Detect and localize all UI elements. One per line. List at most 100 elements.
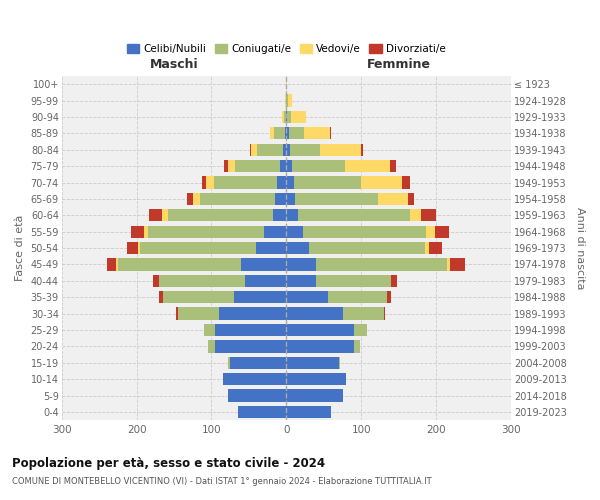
Bar [162, 209, 168, 222]
Bar [140, 242, 256, 254]
Bar [178, 308, 219, 320]
Bar [176, 308, 178, 320]
Bar [228, 356, 230, 369]
Bar [215, 340, 286, 352]
Bar [270, 127, 274, 140]
Bar [163, 291, 234, 304]
Bar [250, 144, 251, 156]
Bar [316, 258, 448, 270]
Bar [159, 274, 245, 287]
Bar [388, 291, 391, 304]
Bar [148, 226, 264, 238]
Bar [286, 160, 292, 172]
Bar [427, 226, 436, 238]
Bar [214, 176, 277, 188]
Bar [286, 308, 343, 320]
Bar [283, 144, 286, 156]
Bar [144, 226, 148, 238]
Bar [286, 356, 339, 369]
Bar [384, 308, 385, 320]
Bar [116, 258, 118, 270]
Bar [320, 144, 361, 156]
Bar [193, 193, 200, 205]
Bar [286, 373, 346, 386]
Bar [291, 111, 306, 123]
Bar [138, 242, 140, 254]
Bar [107, 258, 116, 270]
Legend: Celibi/Nubili, Coniugati/e, Vedovi/e, Divorziati/e: Celibi/Nubili, Coniugati/e, Vedovi/e, Di… [122, 40, 450, 58]
Bar [407, 193, 413, 205]
Bar [286, 390, 343, 402]
Bar [224, 160, 228, 172]
Bar [361, 176, 403, 188]
Bar [403, 176, 410, 188]
Bar [286, 242, 309, 254]
Bar [127, 242, 138, 254]
Bar [168, 209, 273, 222]
Bar [286, 176, 294, 188]
Bar [316, 274, 391, 287]
Bar [275, 193, 286, 205]
Text: Femmine: Femmine [367, 58, 431, 71]
Bar [257, 144, 283, 156]
Bar [391, 274, 397, 287]
Bar [354, 340, 360, 352]
Bar [289, 127, 304, 140]
Bar [208, 340, 215, 352]
Bar [287, 111, 291, 123]
Bar [274, 127, 285, 140]
Bar [280, 160, 286, 172]
Bar [390, 160, 395, 172]
Bar [436, 226, 449, 238]
Bar [219, 308, 286, 320]
Bar [286, 94, 288, 106]
Text: Popolazione per età, sesso e stato civile - 2024: Popolazione per età, sesso e stato civil… [12, 458, 325, 470]
Bar [230, 356, 286, 369]
Bar [339, 356, 340, 369]
Bar [288, 94, 292, 106]
Bar [228, 160, 235, 172]
Bar [343, 308, 384, 320]
Bar [277, 176, 286, 188]
Bar [448, 258, 449, 270]
Text: COMUNE DI MONTEBELLO VICENTINO (VI) - Dati ISTAT 1° gennaio 2024 - Elaborazione : COMUNE DI MONTEBELLO VICENTINO (VI) - Da… [12, 478, 431, 486]
Bar [292, 160, 345, 172]
Bar [273, 209, 286, 222]
Bar [234, 291, 286, 304]
Bar [215, 324, 286, 336]
Bar [200, 193, 275, 205]
Y-axis label: Anni di nascita: Anni di nascita [575, 207, 585, 290]
Bar [303, 226, 427, 238]
Bar [286, 324, 354, 336]
Bar [238, 406, 286, 418]
Bar [284, 111, 286, 123]
Bar [428, 242, 442, 254]
Bar [328, 291, 388, 304]
Bar [282, 111, 284, 123]
Bar [286, 193, 295, 205]
Bar [309, 242, 425, 254]
Bar [159, 291, 163, 304]
Bar [298, 209, 410, 222]
Bar [285, 94, 286, 106]
Bar [304, 127, 330, 140]
Bar [286, 291, 328, 304]
Bar [286, 209, 298, 222]
Bar [285, 127, 286, 140]
Bar [425, 242, 428, 254]
Bar [286, 258, 316, 270]
Bar [223, 373, 286, 386]
Bar [286, 340, 354, 352]
Bar [294, 176, 361, 188]
Bar [286, 78, 287, 90]
Bar [204, 324, 215, 336]
Bar [206, 176, 214, 188]
Bar [295, 193, 378, 205]
Text: Maschi: Maschi [150, 58, 199, 71]
Bar [354, 324, 367, 336]
Bar [251, 144, 257, 156]
Bar [286, 144, 290, 156]
Bar [235, 160, 280, 172]
Bar [264, 226, 286, 238]
Bar [345, 160, 390, 172]
